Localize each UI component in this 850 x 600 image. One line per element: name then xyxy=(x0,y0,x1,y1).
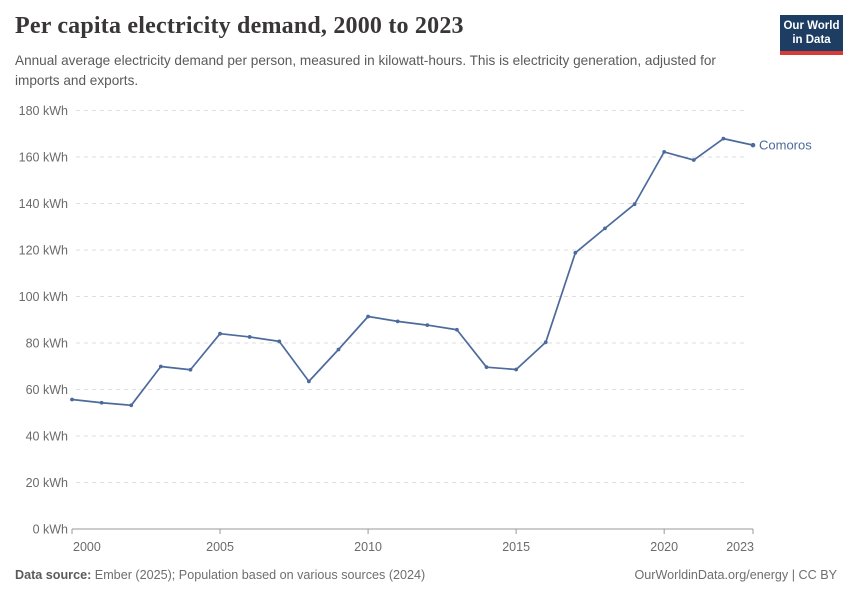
y-tick-label: 180 kWh xyxy=(19,104,68,118)
y-tick-label: 20 kWh xyxy=(26,476,68,490)
data-point[interactable] xyxy=(306,379,311,384)
data-point[interactable] xyxy=(129,403,134,408)
data-point[interactable] xyxy=(277,339,282,344)
data-point[interactable] xyxy=(366,314,370,319)
chart-footer: Data source: Ember (2025); Population ba… xyxy=(15,568,837,582)
chart-subtitle: Annual average electricity demand per pe… xyxy=(15,53,716,89)
y-tick-label: 120 kWh xyxy=(19,244,68,258)
data-source-label: Data source: xyxy=(15,568,92,582)
y-tick-label: 100 kWh xyxy=(19,290,68,304)
x-tick-label: 2015 xyxy=(502,540,530,554)
data-point[interactable] xyxy=(691,158,696,162)
data-point[interactable] xyxy=(455,327,459,332)
owid-logo-line1: Our World xyxy=(783,20,840,32)
y-tick-label: 40 kWh xyxy=(26,430,68,444)
data-point[interactable] xyxy=(514,367,519,372)
data-point[interactable] xyxy=(99,400,104,405)
line-chart-canvas: 0 kWh 20 kWh 40 kWh 60 kWh 80 kWh 100 kWh 120 … xyxy=(19,104,813,554)
series-line-comoros[interactable] xyxy=(71,137,754,407)
chart-title: Per capita electricity demand, 2000 to 2… xyxy=(15,13,464,39)
y-tick-label: 160 kWh xyxy=(19,151,68,165)
data-point[interactable] xyxy=(188,367,193,372)
x-tick-label: 2000 xyxy=(73,540,101,554)
credit-link[interactable]: OurWorldinData.org/energy | CC BY xyxy=(634,568,837,582)
y-tick-label: 140 kWh xyxy=(19,197,68,211)
owid-logo-line2: in Data xyxy=(792,34,831,47)
data-point[interactable] xyxy=(158,364,163,369)
x-tick-label: 2020 xyxy=(650,540,678,554)
data-point[interactable] xyxy=(70,397,74,402)
series-label-comoros: Comoros xyxy=(759,138,812,153)
y-tick-label: 80 kWh xyxy=(26,337,68,351)
data-point[interactable] xyxy=(218,331,222,336)
data-point[interactable] xyxy=(721,136,726,141)
y-tick-label: 0 kWh xyxy=(33,523,68,537)
x-tick-label: 2005 xyxy=(206,540,234,554)
x-tick-label: 2010 xyxy=(354,540,382,554)
data-source-note: Data source: Ember (2025); Population ba… xyxy=(15,568,425,582)
data-source-text: Ember (2025); Population based on variou… xyxy=(91,568,426,582)
data-point[interactable] xyxy=(395,319,400,324)
data-point[interactable] xyxy=(603,226,607,231)
data-point[interactable] xyxy=(573,250,578,255)
series-endpoint xyxy=(750,142,756,148)
data-point[interactable] xyxy=(425,323,430,327)
data-point[interactable] xyxy=(632,202,637,207)
data-point[interactable] xyxy=(336,347,341,352)
x-tick-label: 2023 xyxy=(726,540,754,554)
data-point[interactable] xyxy=(543,340,548,345)
data-point[interactable] xyxy=(484,365,489,370)
data-point[interactable] xyxy=(247,335,252,339)
y-tick-label: 60 kWh xyxy=(26,383,68,397)
owid-logo[interactable]: Our World in Data xyxy=(780,15,843,55)
data-point[interactable] xyxy=(662,149,667,154)
